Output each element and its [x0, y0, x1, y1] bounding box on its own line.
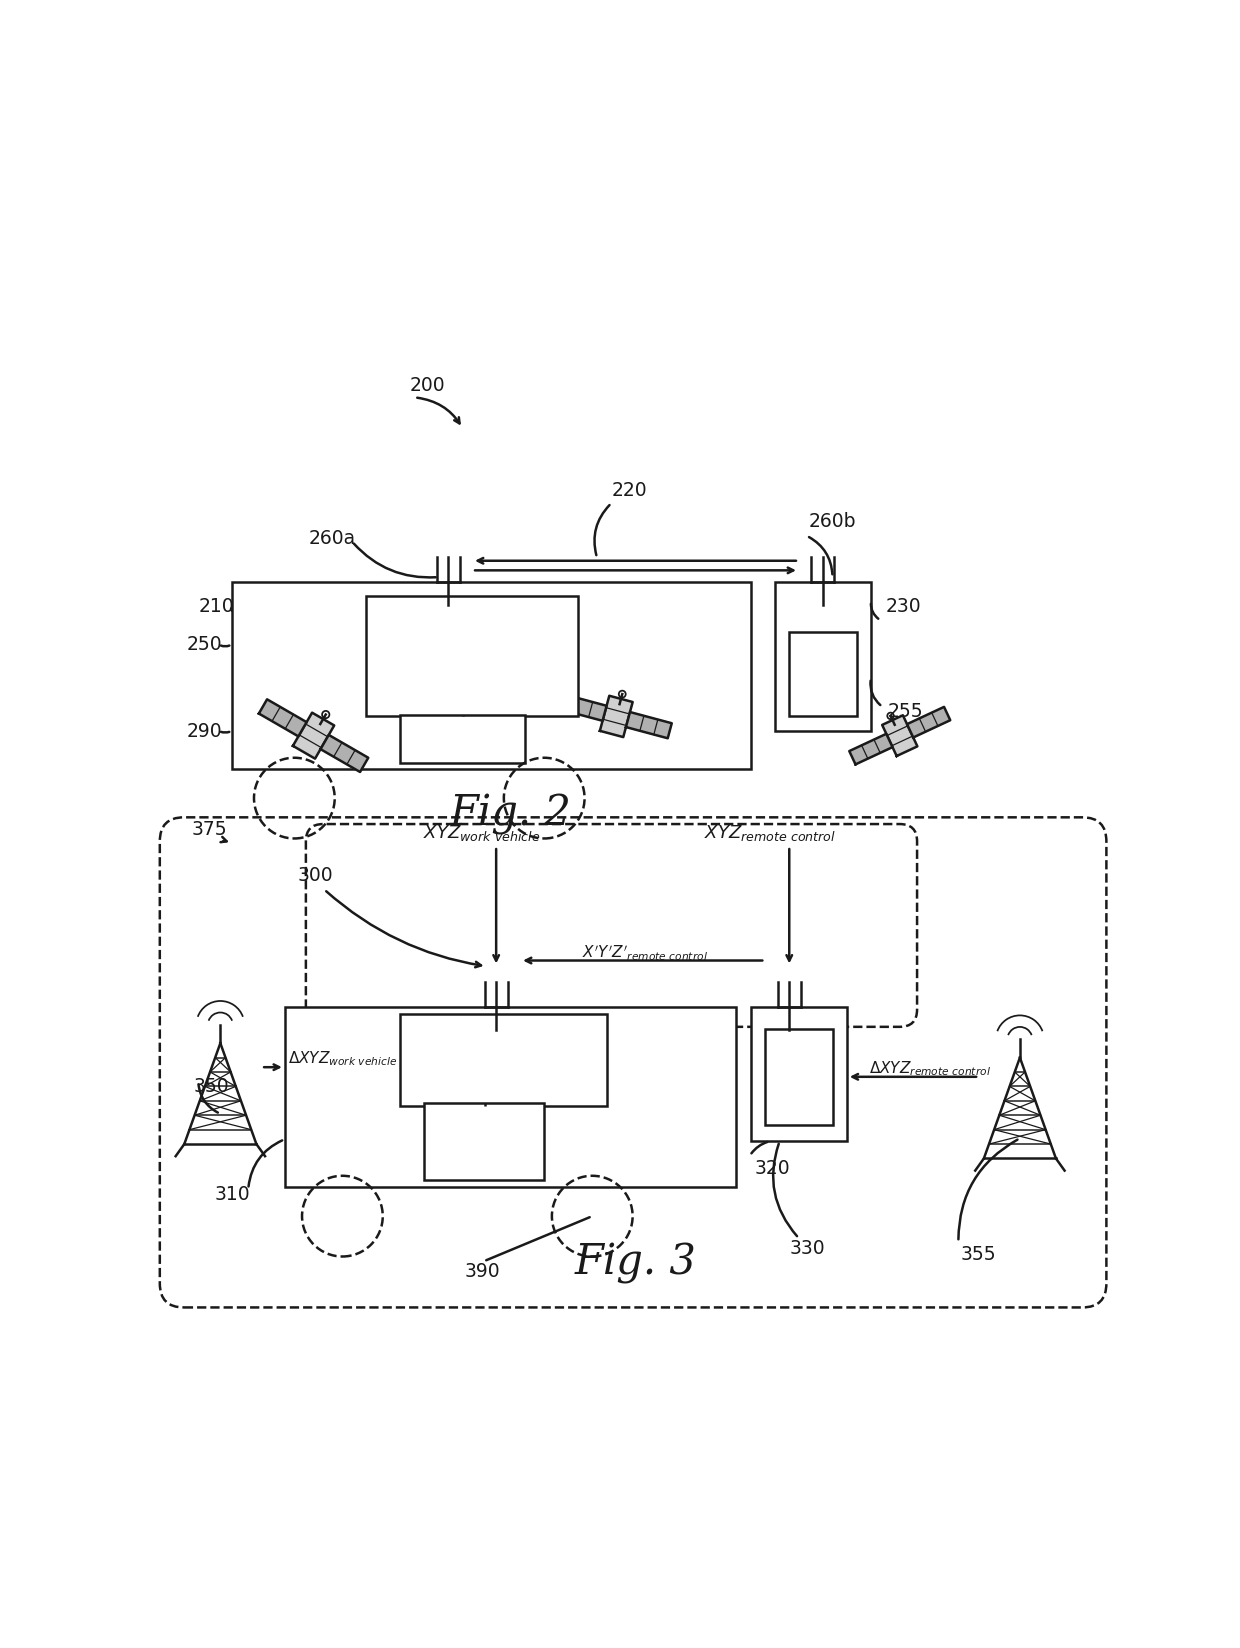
Bar: [775, 582, 870, 732]
Bar: [401, 715, 525, 763]
Text: Fig. 2: Fig. 2: [450, 793, 572, 834]
Text: 250: 250: [187, 634, 222, 654]
Polygon shape: [626, 712, 672, 738]
Text: 260b: 260b: [808, 513, 856, 531]
Bar: [401, 1015, 606, 1106]
Text: 330: 330: [789, 1238, 825, 1257]
Polygon shape: [600, 697, 632, 738]
Text: Fig. 3: Fig. 3: [574, 1241, 697, 1284]
Bar: [765, 1028, 832, 1126]
Text: 350: 350: [193, 1076, 229, 1096]
Bar: [424, 1103, 544, 1180]
Polygon shape: [849, 735, 893, 765]
Bar: [232, 582, 751, 770]
Text: 200: 200: [409, 376, 445, 394]
Text: $XYZ_{\mathregular{remote\ control}}$: $XYZ_{\mathregular{remote\ control}}$: [704, 822, 836, 842]
Text: 290: 290: [187, 722, 222, 740]
Polygon shape: [906, 707, 950, 738]
Text: 220: 220: [611, 481, 647, 499]
Text: 260a: 260a: [309, 529, 356, 549]
Bar: [789, 633, 857, 717]
Polygon shape: [320, 735, 368, 773]
Bar: [367, 597, 578, 717]
Text: $XYZ_{\mathregular{work\ vehicle}}$: $XYZ_{\mathregular{work\ vehicle}}$: [423, 822, 541, 842]
Bar: [751, 1007, 847, 1142]
Text: $X'Y'Z'_{\mathregular{remote\ control}}$: $X'Y'Z'_{\mathregular{remote\ control}}$: [582, 943, 708, 962]
Text: 355: 355: [960, 1244, 996, 1264]
Text: 390: 390: [465, 1261, 500, 1280]
Text: 375: 375: [191, 819, 227, 839]
Polygon shape: [560, 695, 606, 722]
Text: 300: 300: [298, 865, 332, 885]
Text: 230: 230: [885, 597, 921, 615]
Polygon shape: [293, 714, 335, 760]
Polygon shape: [259, 700, 306, 737]
Text: $\Delta XYZ_{\mathregular{remote\ control}}$: $\Delta XYZ_{\mathregular{remote\ contro…: [869, 1058, 991, 1078]
Text: 310: 310: [215, 1185, 250, 1203]
Text: $\Delta XYZ_{\mathregular{work\ vehicle}}$: $\Delta XYZ_{\mathregular{work\ vehicle}…: [288, 1048, 397, 1068]
Polygon shape: [882, 715, 918, 756]
Text: 320: 320: [755, 1159, 790, 1177]
Text: 255: 255: [888, 702, 923, 720]
Bar: [285, 1007, 737, 1188]
Text: 210: 210: [198, 597, 234, 615]
